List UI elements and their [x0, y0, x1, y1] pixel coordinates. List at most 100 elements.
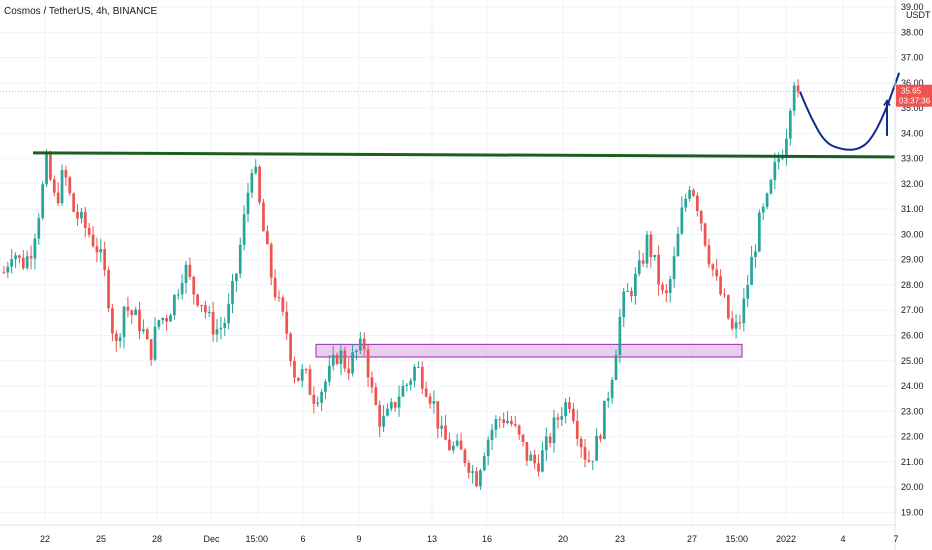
candle-body	[235, 273, 238, 281]
candle-body	[366, 349, 370, 378]
y-tick-label: 20.00	[901, 482, 924, 492]
y-tick-label: 31.00	[901, 204, 924, 214]
candle-body	[215, 329, 219, 335]
candle-body	[502, 419, 506, 424]
candle-body	[49, 154, 52, 180]
candle-body	[595, 435, 598, 461]
candle-body	[680, 207, 684, 234]
candle-body	[99, 249, 103, 253]
candle-body	[742, 298, 746, 324]
candle-body	[56, 192, 60, 204]
candle-body	[145, 329, 149, 340]
candle-body	[10, 259, 14, 267]
y-tick-label: 35.00	[901, 103, 924, 113]
candle-body	[339, 350, 343, 365]
candle-body	[95, 246, 99, 253]
candle-body	[184, 264, 188, 284]
time-axis[interactable]: 22 25 28 Dec 15:00 6 9 13 16 20 23 27 15:00 2022 4 7	[0, 524, 899, 544]
candle-body	[273, 277, 277, 298]
chart-grid	[0, 0, 897, 525]
y-tick-label: 37.00	[901, 53, 924, 63]
candle-body	[765, 193, 769, 207]
candle-countdown: 03:37:36	[899, 97, 931, 106]
candle-body	[688, 190, 691, 199]
candle-body	[637, 260, 641, 274]
candle-body	[583, 447, 587, 460]
candle-body	[459, 440, 463, 450]
x-tick-label: 15:00	[726, 534, 749, 544]
candle-body	[761, 206, 765, 213]
candle-body	[269, 244, 273, 278]
candle-body	[692, 190, 695, 196]
candle-body	[455, 440, 459, 446]
candle-body	[246, 192, 250, 215]
candle-body	[296, 377, 300, 381]
candle-body	[324, 381, 327, 392]
candle-body	[703, 223, 707, 246]
candle-body	[479, 470, 482, 487]
candle-body	[80, 211, 83, 219]
candle-body	[200, 305, 203, 307]
candle-body	[362, 338, 366, 350]
y-tick-label: 36.00	[901, 78, 924, 88]
candle-body	[738, 322, 742, 324]
candle-body	[475, 471, 478, 487]
x-tick-label: 16	[482, 534, 492, 544]
candle-body	[529, 454, 533, 461]
candle-body	[420, 366, 424, 389]
candle-body	[792, 85, 796, 111]
candle-body	[192, 276, 196, 295]
candle-body	[169, 315, 172, 322]
candle-body	[211, 311, 215, 335]
y-tick-label: 32.00	[901, 179, 924, 189]
candle-body	[572, 408, 575, 421]
candle-body	[781, 157, 784, 159]
y-tick-label: 28.00	[901, 280, 924, 290]
candle-body	[599, 435, 602, 440]
x-tick-label: 7	[894, 534, 899, 544]
candle-body	[641, 260, 645, 264]
candle-body	[711, 264, 715, 270]
candle-body	[250, 173, 254, 193]
candle-body	[734, 322, 738, 329]
candle-body	[68, 177, 72, 194]
candle-body	[52, 179, 56, 193]
y-tick-label: 19.00	[901, 507, 924, 517]
y-tick-label: 25.00	[901, 356, 924, 366]
x-tick-label: 15:00	[246, 534, 269, 544]
projection-curve	[799, 72, 901, 151]
candle-body	[285, 311, 289, 334]
candle-body	[242, 214, 246, 245]
candle-body	[308, 369, 312, 395]
candle-body	[436, 401, 440, 429]
candle-body	[25, 256, 29, 269]
candle-body	[130, 310, 134, 315]
candle-body	[556, 417, 560, 420]
candle-body	[785, 138, 788, 158]
candle-body	[331, 354, 335, 366]
candle-body	[548, 436, 552, 443]
y-tick-label: 24.00	[901, 381, 924, 391]
candle-body	[161, 318, 165, 321]
candle-body	[579, 438, 583, 448]
y-tick-label: 22.00	[901, 432, 924, 442]
annotations	[0, 72, 901, 159]
candle-body	[649, 234, 653, 258]
candle-body	[397, 396, 401, 408]
candle-body	[277, 297, 281, 299]
candle-body	[335, 354, 339, 365]
candle-body	[424, 388, 428, 397]
y-tick-label: 23.00	[901, 406, 924, 416]
candle-body	[382, 415, 385, 427]
candle-body	[33, 238, 37, 259]
support-zone[interactable]	[315, 343, 743, 358]
x-tick-label: 4	[841, 534, 846, 544]
y-tick-label: 29.00	[901, 255, 924, 265]
y-tick-label: 33.00	[901, 154, 924, 164]
candle-body	[634, 273, 637, 297]
candle-body	[401, 385, 405, 397]
price-axis[interactable]: 19.00 20.00 21.00 22.00 23.00 24.00 25.00 26.00…	[894, 0, 932, 550]
x-tick-label: 9	[357, 534, 362, 544]
candle-body	[622, 291, 626, 317]
